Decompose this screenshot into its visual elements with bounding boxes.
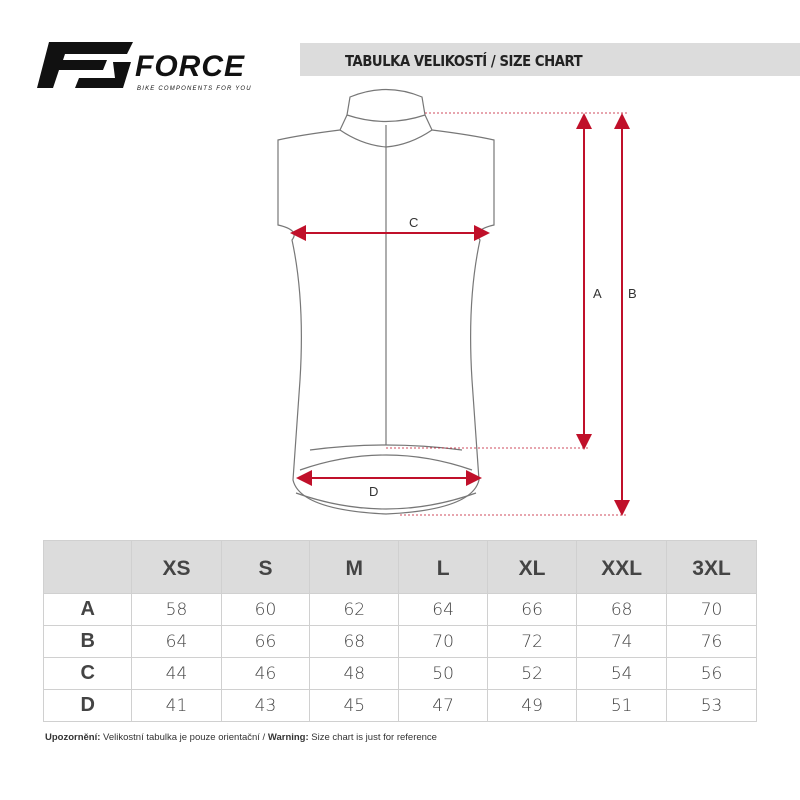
size-xl: XL [487,540,578,594]
table-cell: 51 [576,689,668,722]
size-3xl: 3XL [666,540,757,594]
label-b: B [628,286,637,301]
table-cell: 64 [131,625,222,658]
warning-cz-text: Velikostní tabulka je pouze orientační / [100,732,268,743]
table-cell: 68 [309,625,400,658]
table-cell: 43 [220,689,311,722]
warning-note: Upozornění: Velikostní tabulka je pouze … [45,732,437,743]
header-band [300,43,800,76]
size-l: L [398,540,489,594]
table-cell: 45 [309,689,400,722]
table-cell: 53 [666,689,757,722]
table-cell: 60 [220,593,311,626]
row-label: C [42,657,133,690]
table-cell: 47 [398,689,489,722]
table-cell: 48 [309,657,400,690]
table-cell: 41 [131,689,222,722]
label-d: D [369,484,378,499]
warning-cz-label: Upozornění: [45,732,101,743]
warning-en-text: Size chart is just for reference [308,732,437,743]
page-title: TABULKA VELIKOSTÍ / SIZE CHART [345,52,583,70]
table-cell: 50 [398,657,489,690]
table-cell: 44 [131,657,222,690]
table-cell: 72 [487,625,578,658]
table-cell: 49 [487,689,578,722]
table-row: C 44 46 48 50 52 54 56 [42,657,757,690]
table-row: B 64 66 68 70 72 74 76 [42,625,757,658]
table-cell: 64 [398,593,489,626]
table-cell: 76 [666,625,757,658]
table-cell: 58 [131,593,222,626]
size-table: XS S M L XL XXL 3XL A 58 60 62 64 66 68 70 B 64 66… [42,540,757,722]
force-logo-icon [37,42,133,88]
table-cell: 62 [309,593,400,626]
vest-diagram: C D A B [277,88,637,516]
table-row: A 58 60 62 64 66 68 70 [42,593,757,626]
table-cell: 70 [666,593,757,626]
brand-tagline: BIKE COMPONENTS FOR YOU [137,86,252,92]
label-c: C [409,215,418,230]
table-cell: 74 [576,625,668,658]
table-cell: 52 [487,657,578,690]
size-header-row: XS S M L XL XXL 3XL [42,540,757,594]
size-s: S [220,540,311,594]
table-cell: 56 [666,657,757,690]
row-label: B [42,625,133,658]
row-label: D [42,689,133,722]
size-xxl: XXL [576,540,668,594]
warning-en-label: Warning: [267,732,309,743]
table-row: D 41 43 45 47 49 51 53 [42,689,757,722]
vest-outline [277,88,495,515]
table-cell: 70 [398,625,489,658]
brand-name: FORCE [135,50,245,83]
size-xs: XS [131,540,222,594]
table-cell: 66 [220,625,311,658]
table-cell: 68 [576,593,668,626]
label-a: A [593,286,602,301]
row-label: A [42,593,133,626]
table-cell: 54 [576,657,668,690]
table-cell: 66 [487,593,578,626]
size-m: M [309,540,400,594]
table-cell: 46 [220,657,311,690]
